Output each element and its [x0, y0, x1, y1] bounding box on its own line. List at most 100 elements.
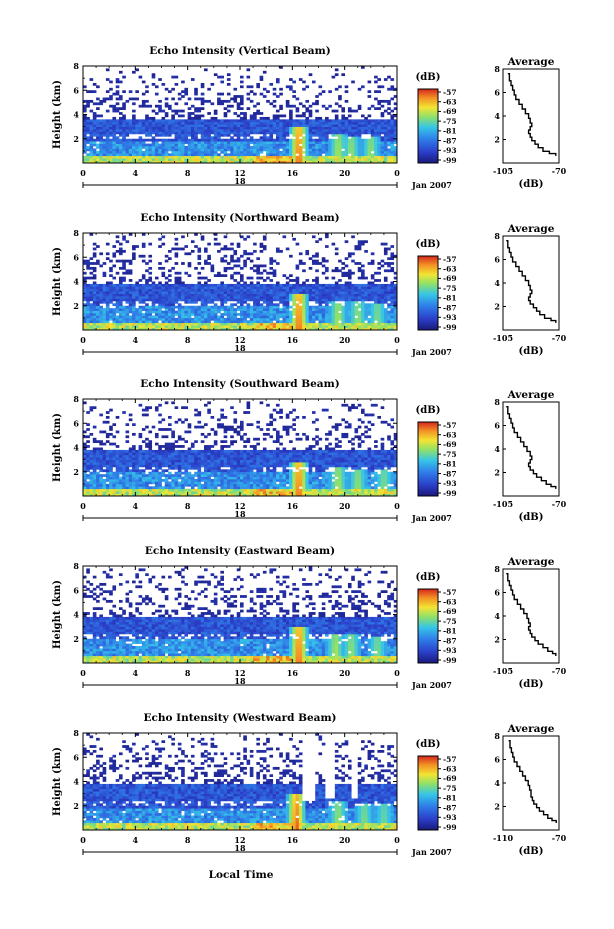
- heatmap-cell: [311, 293, 316, 297]
- heatmap-cell: [177, 281, 182, 285]
- day-label: 18: [234, 176, 246, 186]
- heatmap-cell: [240, 102, 244, 106]
- heatmap-cell: [197, 126, 202, 130]
- heatmap-cell: [354, 153, 359, 157]
- heatmap-cell: [236, 129, 241, 132]
- heatmap-cell: [112, 296, 117, 299]
- heatmap-cell: [197, 148, 202, 152]
- heatmap-cell: [253, 242, 257, 246]
- heatmap-cell: [213, 288, 218, 292]
- heatmap-cell: [200, 155, 205, 159]
- heatmap-cell: [295, 129, 300, 132]
- heatmap-cell: [210, 293, 215, 297]
- heatmap-cell: [138, 483, 143, 487]
- heatmap-cell: [92, 133, 97, 137]
- heatmap-cell: [266, 327, 270, 331]
- heatmap-cell: [105, 420, 110, 424]
- heatmap-cell: [135, 291, 139, 294]
- heatmap-cell: [223, 121, 228, 125]
- heatmap-cell: [118, 97, 123, 101]
- heatmap-cell: [92, 303, 97, 307]
- heatmap-cell: [233, 153, 238, 157]
- heatmap-cell: [230, 274, 234, 277]
- heatmap-cell: [256, 276, 260, 280]
- heatmap-cell: [393, 271, 398, 275]
- heatmap-cell: [99, 474, 103, 477]
- heatmap-cell: [105, 131, 110, 135]
- heatmap-cell: [347, 269, 352, 273]
- heatmap-cell: [308, 146, 313, 149]
- heatmap-cell: [145, 104, 149, 108]
- heatmap-cell: [96, 102, 100, 106]
- heatmap-cell: [92, 160, 97, 164]
- heatmap-cell: [305, 126, 310, 130]
- heatmap-cell: [174, 252, 179, 256]
- heatmap-cell: [177, 288, 182, 292]
- heatmap-cell: [344, 99, 349, 103]
- heatmap-cell: [187, 264, 192, 268]
- heatmap-cell: [148, 315, 153, 319]
- heatmap-cell: [361, 317, 365, 321]
- heatmap-cell: [383, 262, 388, 265]
- heatmap-cell: [151, 82, 156, 86]
- heatmap-cell: [393, 121, 398, 125]
- heatmap-cell: [334, 131, 339, 135]
- heatmap-cell: [102, 155, 107, 159]
- heatmap-cell: [197, 254, 202, 258]
- heatmap-cell: [253, 153, 257, 157]
- heatmap-cell: [122, 119, 126, 123]
- heatmap-cell: [118, 158, 123, 161]
- heatmap-cell: [361, 322, 365, 326]
- heatmap-cell: [262, 119, 267, 123]
- heatmap-cell: [168, 107, 172, 110]
- heatmap-cell: [295, 298, 300, 302]
- heatmap-cell: [220, 158, 224, 161]
- heatmap-cell: [328, 126, 332, 130]
- heatmap-cell: [289, 112, 293, 115]
- heatmap-cell: [298, 298, 303, 302]
- heatmap-cell: [115, 325, 120, 328]
- heatmap-cell: [220, 291, 224, 294]
- heatmap-cell: [112, 476, 117, 480]
- heatmap-cell: [308, 136, 313, 140]
- heatmap-cell: [194, 320, 198, 324]
- heatmap-cell: [285, 300, 290, 304]
- heatmap-cell: [374, 155, 378, 159]
- heatmap-cell: [194, 308, 198, 311]
- heatmap-cell: [99, 479, 103, 482]
- heatmap-cell: [194, 245, 198, 248]
- heatmap-cell: [334, 138, 339, 142]
- heatmap-cell: [279, 296, 283, 299]
- heatmap-cell: [96, 160, 100, 164]
- heatmap-cell: [217, 136, 221, 140]
- heatmap-cell: [220, 322, 224, 326]
- heatmap-cell: [341, 109, 346, 113]
- heatmap-cell: [187, 310, 192, 314]
- heatmap-cell: [334, 150, 339, 154]
- heatmap-cell: [122, 327, 126, 331]
- heatmap-cell: [96, 447, 100, 451]
- colorbar-tick-label: -75: [443, 117, 457, 126]
- heatmap-cell: [302, 104, 306, 108]
- heatmap-cell: [269, 305, 274, 309]
- heatmap-cell: [181, 310, 185, 314]
- heatmap-cell: [109, 486, 113, 490]
- heatmap-cell: [230, 160, 234, 164]
- heatmap-cell: [168, 296, 172, 299]
- heatmap-cell: [341, 298, 346, 302]
- heatmap-cell: [158, 286, 162, 290]
- heatmap-cell: [393, 107, 398, 110]
- heatmap-cell: [125, 440, 130, 443]
- heatmap-cell: [145, 493, 149, 497]
- heatmap-cell: [374, 286, 378, 290]
- heatmap-cell: [115, 160, 120, 164]
- heatmap-cell: [99, 466, 103, 470]
- heatmap-cell: [171, 286, 175, 290]
- heatmap-cell: [272, 283, 277, 287]
- heatmap-cell: [200, 153, 205, 157]
- heatmap-cell: [302, 124, 306, 127]
- heatmap-cell: [220, 317, 224, 321]
- heatmap-cell: [318, 129, 323, 132]
- heatmap-cell: [383, 327, 388, 331]
- heatmap-cell: [377, 153, 381, 157]
